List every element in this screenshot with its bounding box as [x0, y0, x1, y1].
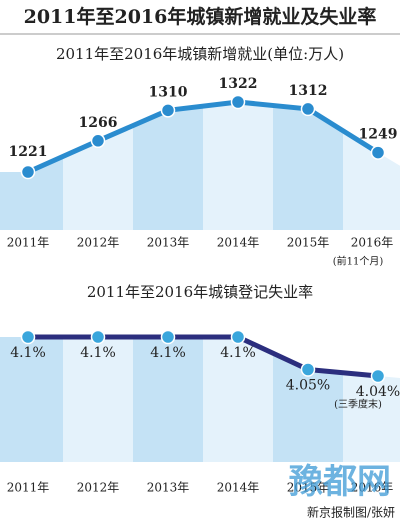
x-tick-label: 2011年	[7, 236, 50, 250]
x-tick-label: 2011年	[7, 481, 50, 495]
value-label: 4.05%	[286, 378, 330, 394]
area-band	[203, 102, 273, 230]
area-band	[203, 337, 273, 462]
point	[300, 362, 316, 377]
point	[370, 145, 386, 160]
value-label: 4.1%	[10, 345, 46, 361]
area-band	[63, 102, 133, 230]
chart-title: 2011年至2016年城镇新增就业(单位:万人)	[56, 45, 344, 63]
point	[20, 164, 36, 180]
point	[300, 101, 316, 117]
x-tick-label: 2012年	[77, 481, 120, 495]
x-tick-label: 2016年	[351, 481, 394, 495]
value-label: 1221	[9, 144, 48, 160]
note: (三季度末)	[334, 398, 382, 411]
area-band	[343, 102, 400, 230]
area	[0, 337, 400, 462]
note: (前11个月)	[333, 255, 384, 268]
point	[230, 94, 246, 110]
point	[160, 103, 176, 118]
value-label: 1312	[289, 83, 328, 99]
value-label: 1310	[149, 84, 188, 100]
value-label: 1322	[219, 76, 258, 92]
point	[230, 329, 246, 345]
point	[370, 368, 386, 384]
point	[90, 133, 106, 149]
value-label: 4.1%	[80, 345, 116, 361]
x-tick-label: 2014年	[217, 236, 260, 250]
line	[26, 99, 380, 175]
x-tick-label: 2015年	[287, 481, 330, 495]
area-band	[0, 337, 63, 462]
point	[90, 329, 106, 345]
x-tick-label: 2014年	[217, 481, 260, 495]
x-tick-label: 2012年	[77, 236, 120, 250]
area-band	[63, 337, 133, 462]
value-label: 1266	[79, 115, 118, 131]
x-tick-label: 2016年	[351, 236, 394, 250]
value-label: 1249	[359, 127, 398, 143]
point	[160, 329, 176, 345]
value-label: 4.04%	[356, 384, 400, 400]
x-tick-label: 2015年	[287, 236, 330, 250]
area-band	[133, 337, 203, 462]
footer: 新京报制图/张妍	[307, 505, 395, 520]
x-tick-label: 2013年	[147, 481, 190, 495]
line	[28, 334, 379, 379]
watermark: 豫都网	[289, 462, 391, 502]
area-band	[133, 102, 203, 230]
x-tick-label: 2013年	[147, 236, 190, 250]
value-label: 4.1%	[220, 345, 256, 361]
chart-title: 2011年至2016年城镇登记失业率	[87, 283, 313, 301]
point	[20, 329, 36, 345]
main-title: 2011年至2016年城镇新增就业及失业率	[24, 5, 377, 28]
value-label: 4.1%	[150, 345, 186, 361]
